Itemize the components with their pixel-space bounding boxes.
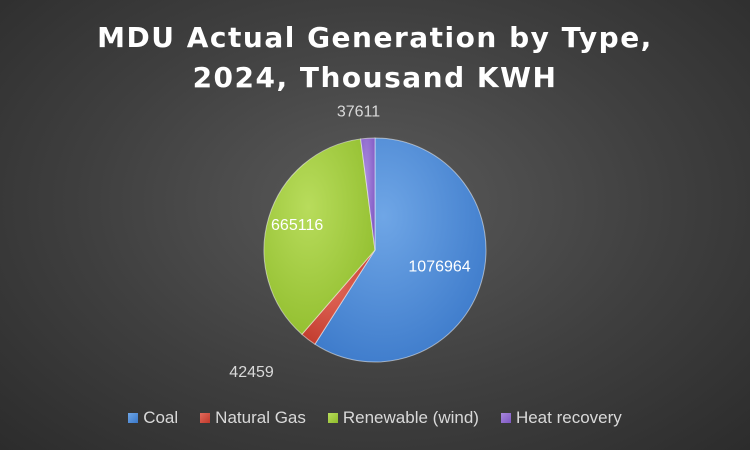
chart-legend: Coal Natural Gas Renewable (wind) Heat r…	[0, 408, 750, 428]
legend-swatch-renewable-wind	[327, 413, 338, 423]
legend-swatch-heat-recovery	[500, 413, 511, 423]
chart-title: MDU Actual Generation by Type, 2024, Tho…	[0, 18, 750, 98]
chart-title-line-1: MDU Actual Generation by Type,	[97, 21, 653, 54]
legend-item-renewable-wind: Renewable (wind)	[327, 408, 479, 428]
data-label-coal: 1076964	[408, 259, 470, 276]
legend-swatch-coal	[128, 413, 139, 423]
legend-label-renewable-wind: Renewable (wind)	[342, 408, 479, 427]
legend-label-coal: Coal	[143, 408, 179, 427]
legend-item-heat-recovery: Heat recovery	[500, 408, 622, 428]
pie-slice-coal	[314, 137, 487, 363]
pie-slice-renewable-wind	[263, 138, 376, 336]
chart-title-line-2: 2024, Thousand KWH	[192, 61, 558, 94]
legend-label-natural-gas: Natural Gas	[215, 408, 306, 427]
pie-slice-heat-recovery	[360, 137, 376, 251]
data-label-natural-gas: 42459	[229, 364, 274, 381]
data-label-renewable-wind: 665116	[271, 217, 323, 234]
legend-item-coal: Coal	[128, 408, 178, 428]
legend-label-heat-recovery: Heat recovery	[515, 408, 622, 427]
legend-item-natural-gas: Natural Gas	[200, 408, 306, 428]
legend-swatch-natural-gas	[200, 413, 211, 423]
data-label-heat-recovery: 37611	[337, 103, 380, 120]
